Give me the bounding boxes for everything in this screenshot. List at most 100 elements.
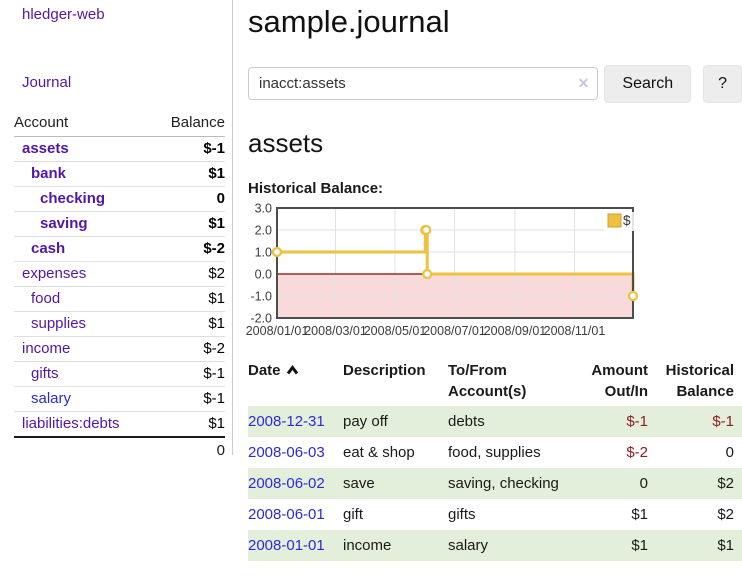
accounts-total-row: 0 <box>14 436 225 464</box>
transaction-balance: $1 <box>717 537 734 554</box>
account-row: supplies $1 <box>14 311 225 337</box>
transaction-amount: $1 <box>631 537 648 554</box>
account-balance: $-2 <box>153 236 225 262</box>
account-link[interactable]: liabilities:debts <box>22 415 120 432</box>
accounts-table: Account Balance assets $-1 bank $1 check… <box>14 111 225 464</box>
transactions-header-date[interactable]: Date <box>248 359 343 406</box>
account-link[interactable]: saving <box>40 215 88 232</box>
transaction-accounts: debts <box>448 413 485 430</box>
account-balance: $-1 <box>203 140 225 157</box>
transaction-row: 2008-06-02 save saving, checking 0 $2 <box>248 468 742 499</box>
account-link[interactable]: food <box>31 290 61 307</box>
transaction-row: 2008-06-01 gift gifts $1 $2 <box>248 499 742 530</box>
account-link[interactable]: gifts <box>31 365 59 382</box>
main-content: sample.journal ✕ Search ? assets Histori… <box>246 0 742 561</box>
account-heading: assets <box>248 128 324 158</box>
transaction-row: 2008-12-31 pay off debts $-1 $-1 <box>248 406 742 437</box>
svg-text:2008/11/01: 2008/11/01 <box>544 324 606 338</box>
transactions-header-row: Date Description To/From Account(s) Amou… <box>248 359 742 406</box>
page-title: sample.journal <box>248 4 450 39</box>
account-link[interactable]: expenses <box>22 265 87 282</box>
account-row: expenses $2 <box>14 261 225 287</box>
svg-text:2008/01/01: 2008/01/01 <box>246 324 309 338</box>
transactions-header-amount: Amount Out/In <box>591 362 648 400</box>
account-balance: $1 <box>153 211 225 237</box>
transaction-row: 2008-01-01 income salary $1 $1 <box>248 530 742 561</box>
transaction-date-link[interactable]: 2008-06-01 <box>248 506 325 523</box>
transaction-description: pay off <box>343 413 388 430</box>
svg-text:0.0: 0.0 <box>255 268 272 282</box>
svg-text:2008/03/01: 2008/03/01 <box>304 324 367 338</box>
sidebar: hledger-web Journal Account Balance asse… <box>0 0 233 464</box>
transaction-accounts: salary <box>448 537 489 554</box>
svg-text:3.0: 3.0 <box>255 202 272 216</box>
account-balance: $1 <box>153 411 225 437</box>
account-row: checking 0 <box>14 186 225 212</box>
account-link[interactable]: cash <box>31 240 66 257</box>
search-bar: ✕ Search ? <box>248 65 742 103</box>
account-row: saving $1 <box>14 211 225 237</box>
account-row: assets $-1 <box>14 137 225 162</box>
app-brand-link[interactable]: hledger-web <box>22 6 105 23</box>
svg-text:2.0: 2.0 <box>255 224 272 238</box>
account-balance: $1 <box>153 286 225 312</box>
clear-search-icon[interactable]: ✕ <box>577 75 590 91</box>
account-link[interactable]: checking <box>40 190 106 207</box>
account-row: liabilities:debts $1 <box>14 411 225 437</box>
svg-text:-2.0: -2.0 <box>250 312 272 326</box>
transactions-header-balance: Historical Balance <box>665 362 734 400</box>
sidebar-item-journal[interactable]: Journal <box>22 74 72 91</box>
svg-text:-1.0: -1.0 <box>250 290 272 304</box>
transactions-table: Date Description To/From Account(s) Amou… <box>248 359 742 561</box>
historical-balance-chart: 3.0 2.0 1.0 0.0 -1.0 -2.0 2008/01/01 2008/03/01… <box>246 202 742 346</box>
accounts-table-header: Account Balance <box>14 111 225 137</box>
account-balance: $1 <box>153 311 225 337</box>
transactions-header-description: Description <box>343 362 426 379</box>
transaction-description: income <box>343 537 392 554</box>
account-row: gifts $-1 <box>14 361 225 387</box>
account-link[interactable]: bank <box>31 165 67 182</box>
transaction-date-link[interactable]: 2008-06-02 <box>248 475 325 492</box>
transaction-description: save <box>343 475 375 492</box>
account-row: bank $1 <box>14 161 225 187</box>
transaction-description: gift <box>343 506 364 523</box>
account-link[interactable]: assets <box>22 140 69 157</box>
transaction-description: eat & shop <box>343 444 415 461</box>
transaction-accounts: gifts <box>448 506 476 523</box>
transactions-table-body: 2008-12-31 pay off debts $-1 $-1 2008-06… <box>248 406 742 561</box>
transaction-balance: 0 <box>725 444 734 461</box>
transactions-header-accounts: To/From Account(s) <box>448 362 527 400</box>
svg-text:2008/09/01: 2008/09/01 <box>484 324 547 338</box>
search-button[interactable]: Search <box>604 65 692 103</box>
account-link[interactable]: salary <box>31 390 72 407</box>
transaction-accounts: saving, checking <box>448 475 559 492</box>
transaction-date-link[interactable]: 2008-01-01 <box>248 537 325 554</box>
transaction-row: 2008-06-03 eat & shop food, supplies $-2… <box>248 437 742 468</box>
transaction-balance: $2 <box>717 506 734 523</box>
svg-text:2008/05/01: 2008/05/01 <box>364 324 427 338</box>
transaction-balance: $-1 <box>712 413 734 430</box>
account-row: food $1 <box>14 286 225 312</box>
account-balance: $-1 <box>153 361 225 387</box>
transaction-amount: $-1 <box>626 413 648 430</box>
account-link[interactable]: income <box>22 340 71 357</box>
transaction-date-link[interactable]: 2008-06-03 <box>248 444 325 461</box>
account-row: cash $-2 <box>14 236 225 262</box>
account-balance: $-2 <box>153 336 225 362</box>
chart-title: Historical Balance: <box>248 180 384 197</box>
accounts-table-body: assets $-1 bank $1 checking 0 saving $1 … <box>14 137 225 437</box>
account-balance: $1 <box>153 161 225 187</box>
accounts-header-balance: Balance <box>153 111 225 137</box>
transaction-balance: $2 <box>717 475 734 492</box>
svg-text:1.0: 1.0 <box>255 246 272 260</box>
account-balance: 0 <box>153 186 225 212</box>
account-link[interactable]: supplies <box>31 315 87 332</box>
svg-text:2008/07/01: 2008/07/01 <box>423 324 486 338</box>
search-input[interactable] <box>248 67 599 100</box>
sort-ascending-icon <box>286 360 299 381</box>
transaction-amount: $-2 <box>626 444 648 461</box>
transaction-date-link[interactable]: 2008-12-31 <box>248 413 325 430</box>
help-button[interactable]: ? <box>703 65 742 103</box>
transaction-amount: $1 <box>631 506 648 523</box>
account-balance: $-1 <box>153 386 225 412</box>
